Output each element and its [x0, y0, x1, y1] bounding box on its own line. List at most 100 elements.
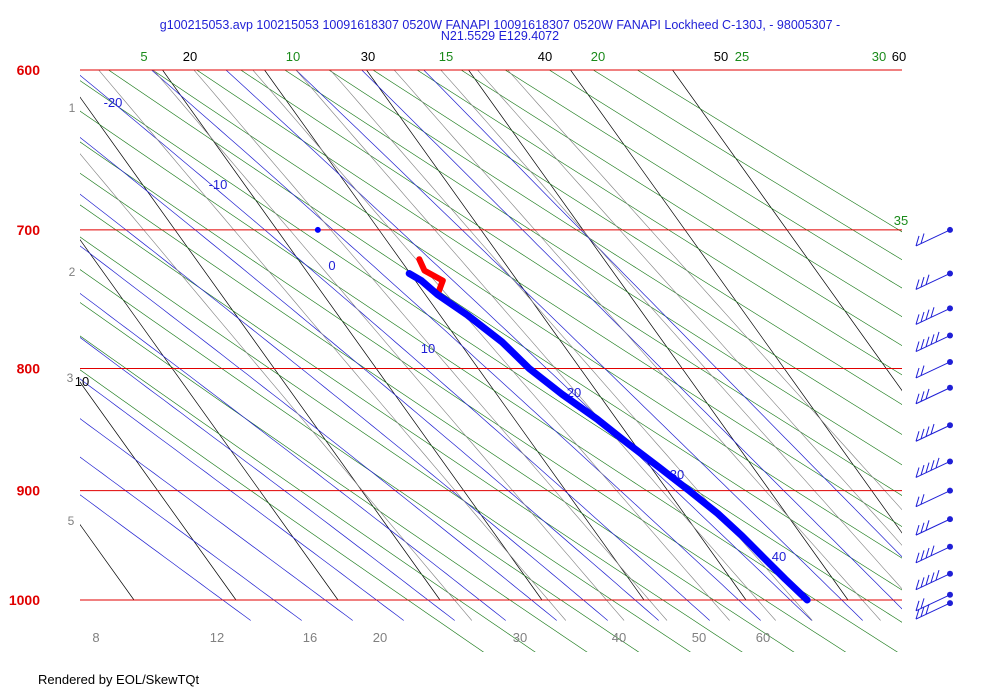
mixing-ratio-line: [477, 70, 902, 546]
moist-adiabat-line: [80, 193, 608, 621]
mixing-ratio-line: [193, 70, 668, 621]
moist-adiabat-line: [80, 336, 455, 621]
moist-adiabat-line: [295, 70, 863, 621]
dry-adiabat-line: [240, 70, 902, 496]
isotherm-label: 50: [714, 49, 728, 64]
height-tick-label: 2: [69, 265, 76, 279]
mixing-ratio-line: [80, 153, 473, 621]
dry-adiabat-line: [504, 70, 902, 318]
dry-adiabat-line: [152, 70, 902, 559]
moist-adiabat-line: [361, 70, 902, 610]
isotherm-line: [468, 70, 849, 601]
moist-adiabat-line: [80, 494, 251, 621]
isobars: [80, 69, 902, 601]
dry-adiabat-line: [196, 70, 902, 528]
mixing-ratio-line: [393, 70, 881, 621]
dry-adiabat-line: [548, 70, 902, 289]
mixing-ratio-line: [252, 70, 730, 621]
wind-barb: [915, 358, 953, 379]
moist-adiabat-label: 40: [772, 549, 786, 564]
dry-adiabat-line: [460, 70, 902, 347]
wind-barb: [915, 226, 953, 247]
dry-adiabat-label: 10: [286, 49, 300, 64]
mixing-ratio-line: [153, 70, 625, 621]
wind-barb: [915, 543, 953, 564]
background-grid: [0, 70, 902, 652]
mixing-ratio-label: 16: [303, 630, 317, 645]
isotherm-label: 40: [538, 49, 552, 64]
dry-adiabat-line: [80, 80, 902, 623]
isotherm-line: [80, 381, 237, 601]
dry-adiabat-line: [592, 70, 902, 261]
dry-adiabat-line: [636, 70, 902, 233]
mixing-ratio-label: 8: [92, 630, 99, 645]
pressure-label: 1000: [9, 592, 40, 608]
dry-adiabat-line: [80, 141, 847, 652]
pressure-label: 600: [17, 62, 41, 78]
pressure-label: 700: [17, 222, 41, 238]
dry-adiabat-label: 20: [591, 49, 605, 64]
chart-title-line2: N21.5529 E129.4072: [441, 29, 559, 43]
moist-adiabat-line: [150, 70, 761, 621]
wind-barb: [915, 591, 953, 612]
moist-adiabat-line: [423, 70, 902, 558]
mixing-ratio-label: 12: [210, 630, 224, 645]
wind-barb: [915, 422, 953, 442]
isolated-point: [314, 226, 321, 233]
pressure-label: 900: [17, 483, 41, 499]
isotherm-line: [162, 70, 543, 601]
dry-adiabat-line: [80, 236, 691, 652]
moist-adiabat-label: 0: [328, 258, 335, 273]
wind-barb: [915, 569, 953, 591]
wind-barb: [915, 384, 953, 405]
mixing-ratio-line: [98, 70, 567, 621]
dry-adiabat-line: [328, 70, 902, 435]
sounding-profiles: [314, 226, 811, 604]
dry-adiabat-line: [372, 70, 902, 405]
mixing-ratio-line: [295, 70, 776, 621]
chart-title-line1: g100215053.avp 100215053 10091618307 052…: [160, 18, 840, 32]
wind-barb: [915, 331, 953, 352]
dry-adiabat-line: [284, 70, 902, 466]
isotherm-line: [366, 70, 747, 601]
wind-barb: [915, 600, 953, 620]
wind-barb: [915, 270, 953, 290]
moist-adiabat-line: [80, 456, 302, 621]
dry-adiabat-line: [80, 204, 743, 652]
dry-adiabat-line: [80, 302, 588, 652]
wind-barb: [915, 516, 953, 536]
moist-adiabat-line: [80, 74, 710, 621]
moist-adiabat-line: [225, 70, 812, 621]
height-tick-label: 1: [69, 101, 76, 115]
dry-adiabat-label: 15: [439, 49, 453, 64]
isotherm-label: 60: [892, 49, 906, 64]
dry-adiabat-label: 25: [735, 49, 749, 64]
footer-credit: Rendered by EOL/SkewTQt: [38, 672, 200, 687]
wind-barb: [915, 487, 953, 508]
moist-adiabat-line: [80, 245, 557, 621]
isotherm-line: [0, 70, 32, 600]
moist-adiabat-line: [80, 292, 506, 621]
height-tick-label: 5: [68, 514, 75, 528]
wind-barb: [915, 457, 953, 478]
isotherm-line: [80, 96, 441, 601]
mixing-ratio-label: 20: [373, 630, 387, 645]
moist-adiabat-label: 10: [421, 341, 435, 356]
isotherm-label: 20: [183, 49, 197, 64]
dry-adiabat-label: 30: [872, 49, 886, 64]
dry-adiabat-line: [416, 70, 902, 376]
dry-adiabat-label: 35: [894, 213, 908, 228]
dry-adiabat-line: [80, 110, 898, 652]
dry-adiabat-line: [80, 369, 485, 652]
dry-adiabat-line: [80, 172, 795, 652]
isotherm-line: [264, 70, 645, 601]
wind-barbs: [915, 226, 953, 620]
height-tick-label: 3: [67, 371, 74, 385]
dry-adiabat-line: [107, 70, 902, 591]
dewpoint-profile: [405, 270, 811, 604]
moist-adiabat-line: [80, 378, 404, 621]
isotherm-label: 10: [75, 374, 89, 389]
dry-adiabat-line: [80, 269, 640, 652]
